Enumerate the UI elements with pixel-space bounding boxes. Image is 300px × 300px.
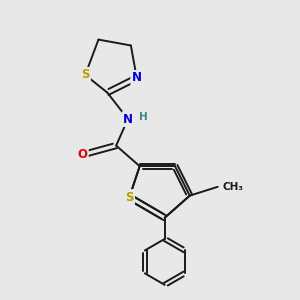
Text: CH₃: CH₃ <box>222 182 243 192</box>
Text: O: O <box>77 148 87 161</box>
Text: H: H <box>139 112 148 122</box>
Text: S: S <box>81 68 89 81</box>
Text: N: N <box>123 112 133 126</box>
Text: S: S <box>125 190 134 204</box>
Text: N: N <box>132 71 142 84</box>
